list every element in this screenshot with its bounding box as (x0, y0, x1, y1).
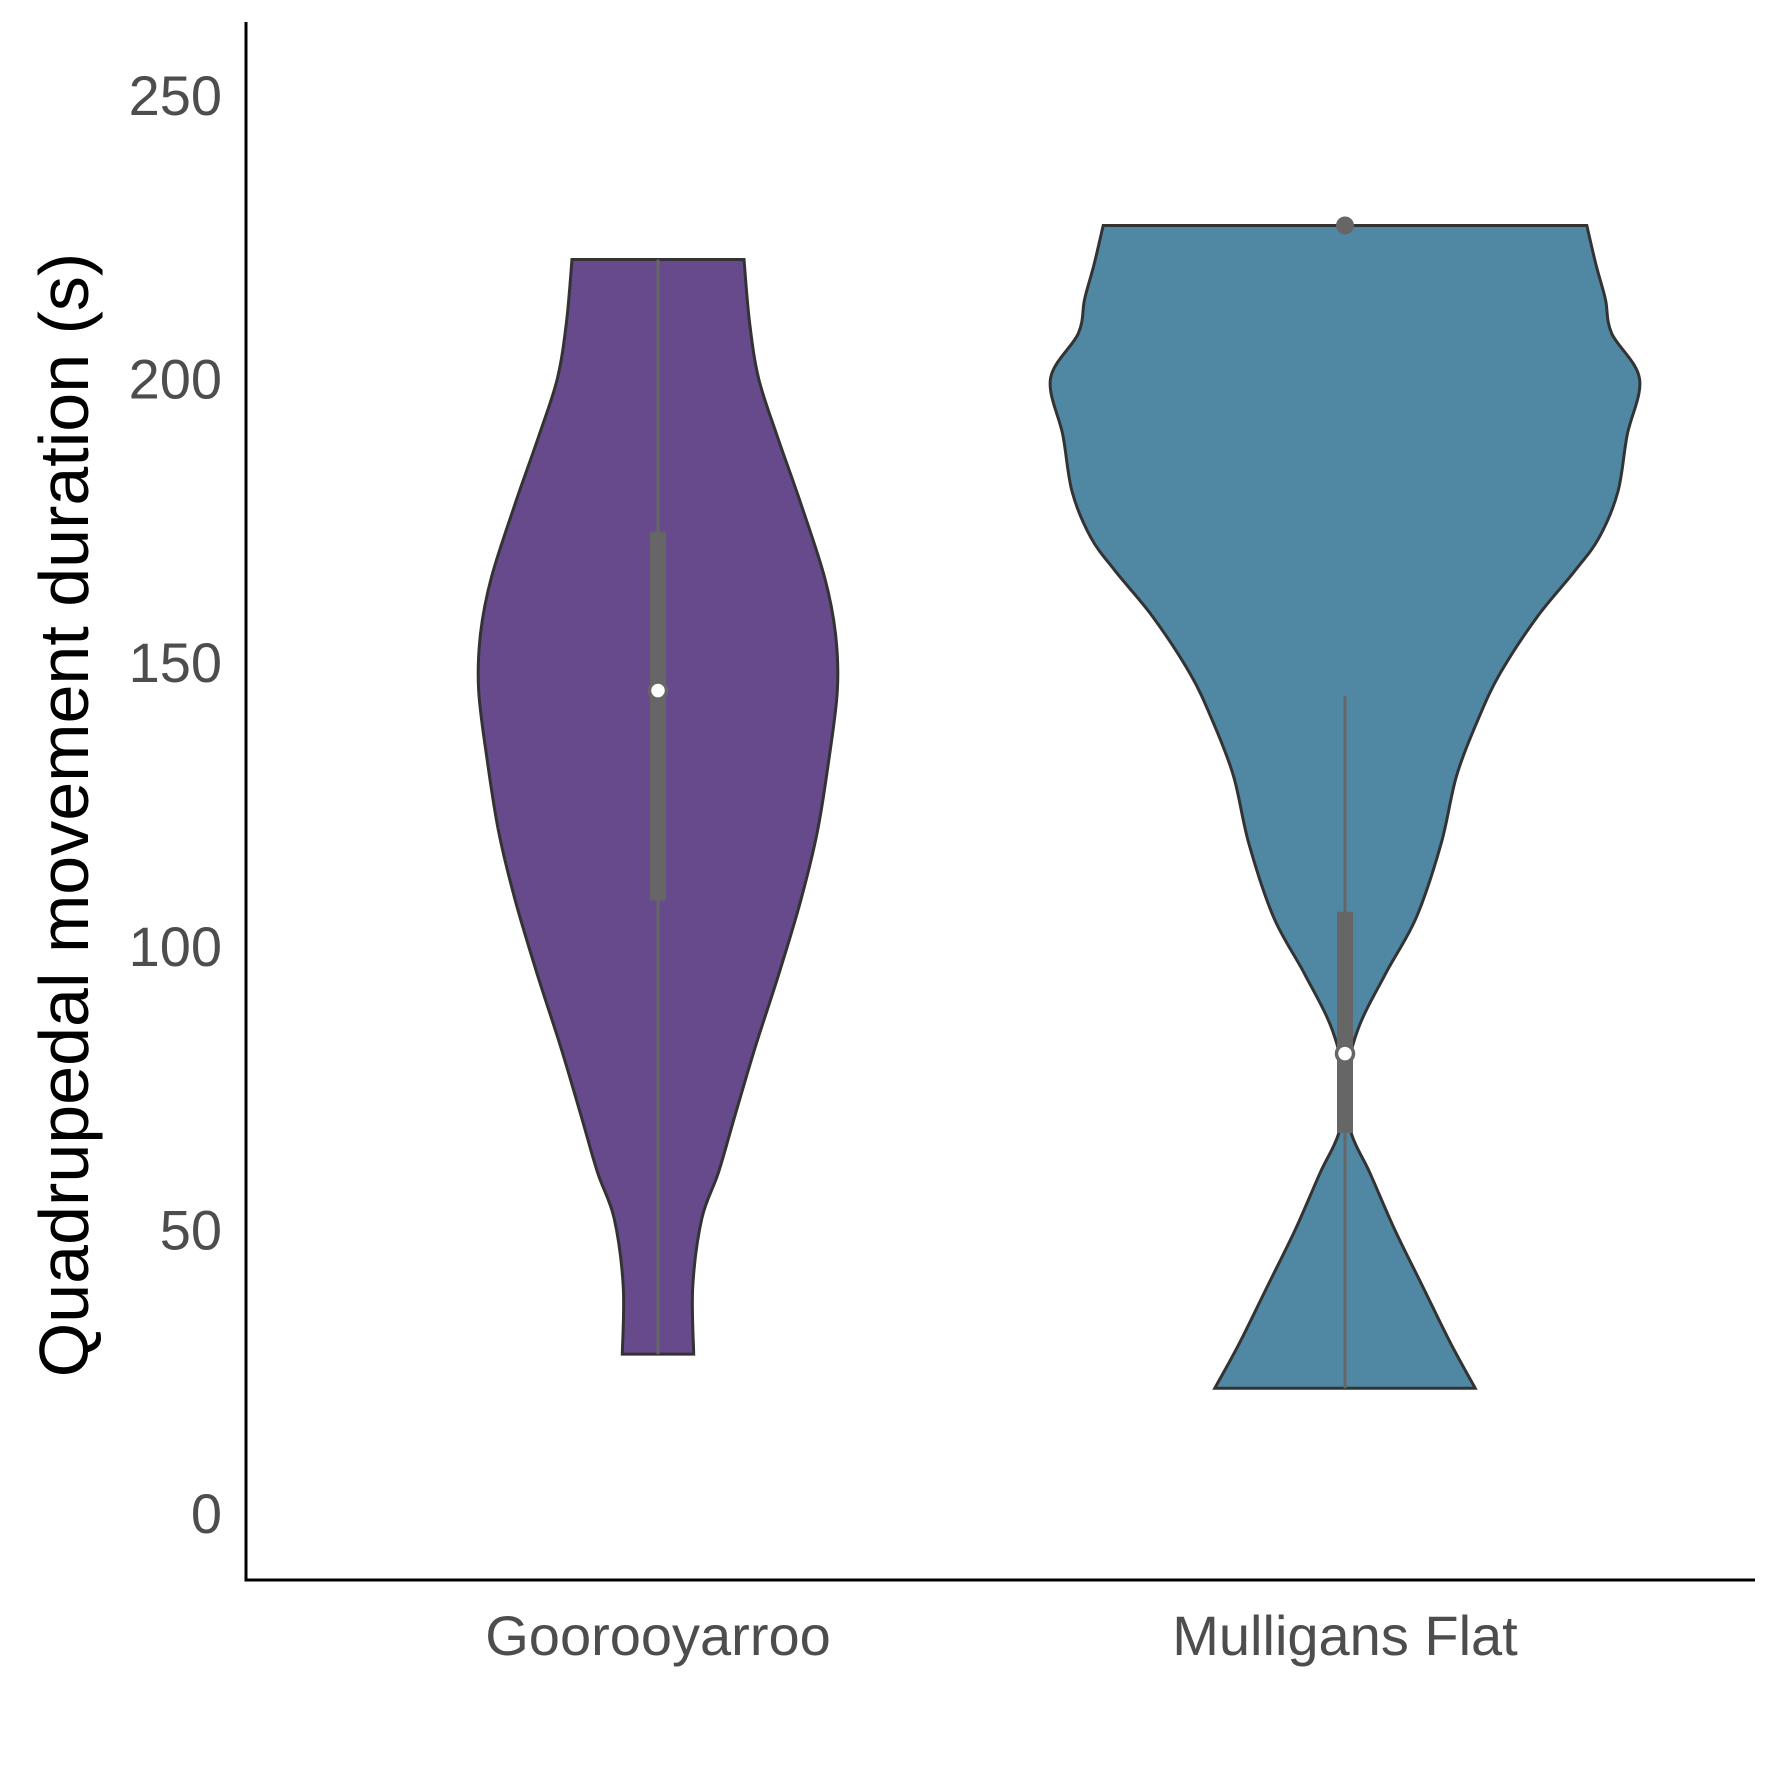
y-tick-label: 150 (129, 631, 222, 694)
x-tick-label: Mulligans Flat (1172, 1604, 1518, 1667)
axes: 0 50 100 150 200 250 Goorooyarroo Mulligans Fl… (129, 22, 1755, 1667)
outlier-point (1336, 216, 1354, 235)
median-point (1334, 1043, 1356, 1064)
violin-goorooyarroo (476, 257, 840, 1356)
iqr-box (1337, 911, 1353, 1133)
y-tick-label: 100 (129, 915, 222, 978)
y-tick-label: 50 (160, 1198, 222, 1261)
y-tick-labels: 0 50 100 150 200 250 (129, 64, 222, 1545)
y-tick-label: 200 (129, 348, 222, 411)
x-tick-labels: Goorooyarroo Mulligans Flat (485, 1604, 1518, 1667)
median-point (647, 680, 669, 701)
violin-mulligans-flat (1048, 216, 1642, 1390)
y-axis-title: Quadrupedal movement duration (s) (25, 253, 103, 1377)
x-tick-label: Goorooyarroo (485, 1604, 831, 1667)
y-tick-label: 0 (191, 1482, 222, 1545)
plot-area (476, 216, 1642, 1390)
y-tick-label: 250 (129, 64, 222, 127)
iqr-box (650, 531, 666, 901)
